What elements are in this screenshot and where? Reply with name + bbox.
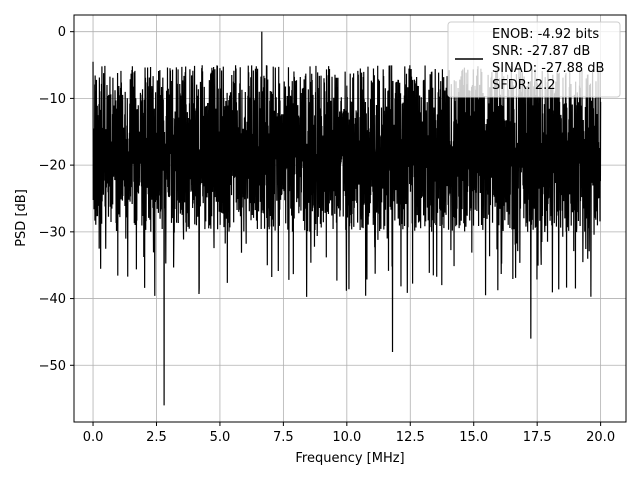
psd-line <box>92 31 602 406</box>
x-tick-label: 5.0 <box>210 430 231 445</box>
x-tick-label: 0.0 <box>83 430 104 445</box>
y-tick-label: 0 <box>58 25 66 40</box>
y-tick-label: −20 <box>39 159 66 174</box>
x-tick-label: 20.0 <box>586 430 615 445</box>
y-axis-label: PSD [dB] <box>14 189 29 247</box>
y-tick-label: −30 <box>39 225 66 240</box>
legend-entry-enob: ENOB: -4.92 bits <box>492 27 599 42</box>
x-axis-ticks: 0.0 2.5 5.0 7.5 10.0 12.5 15.0 17.5 20.0 <box>83 422 615 445</box>
y-tick-label: −10 <box>39 92 66 107</box>
x-tick-label: 17.5 <box>523 430 552 445</box>
y-tick-label: −40 <box>39 292 66 307</box>
legend-box <box>447 21 621 98</box>
x-tick-label: 2.5 <box>146 430 167 445</box>
legend-entry-sinad: SINAD: -27.88 dB <box>492 61 604 76</box>
legend-entry-sfdr: SFDR: 2.2 <box>492 78 556 93</box>
x-tick-label: 10.0 <box>332 430 361 445</box>
y-tick-label: −50 <box>39 359 66 374</box>
x-tick-label: 7.5 <box>273 430 294 445</box>
psd-trace <box>92 31 602 406</box>
y-axis-ticks: 0 −10 −20 −30 −40 −50 <box>39 25 74 374</box>
x-tick-label: 15.0 <box>459 430 488 445</box>
x-axis-label: Frequency [MHz] <box>295 451 404 466</box>
legend: ENOB: -4.92 bits SNR: -27.87 dB SINAD: -… <box>447 21 621 98</box>
x-tick-label: 12.5 <box>396 430 425 445</box>
legend-entry-snr: SNR: -27.87 dB <box>492 44 590 59</box>
plot-frame <box>73 14 627 423</box>
